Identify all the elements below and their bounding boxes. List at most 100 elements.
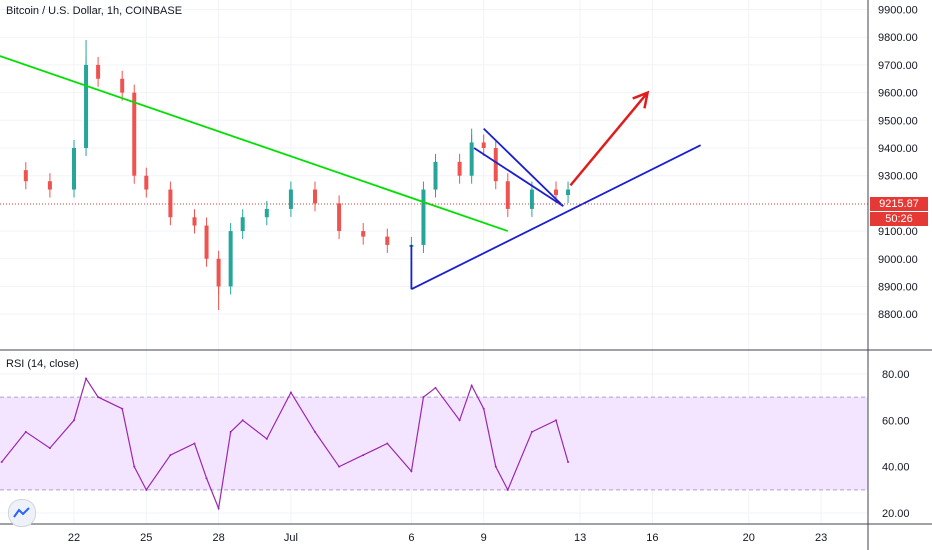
- rsi-point: [73, 419, 75, 422]
- red-target-arrow: [569, 91, 649, 187]
- candle-body: [47, 181, 52, 190]
- candle-body: [240, 217, 245, 232]
- rsi-point: [314, 430, 316, 433]
- y-tick-label: 8900.00: [878, 281, 918, 293]
- rsi-point: [229, 430, 232, 433]
- rsi-point: [482, 407, 485, 410]
- candle-body: [529, 189, 534, 209]
- candle-body: [288, 189, 293, 209]
- blue-uptrend: [410, 144, 702, 291]
- rsi-title: RSI (14, close): [6, 358, 79, 370]
- candle-body: [469, 142, 474, 176]
- price-series: [23, 40, 571, 310]
- rsi-point: [145, 488, 148, 491]
- rsi-point: [555, 419, 557, 422]
- rsi-point: [362, 454, 365, 457]
- chart-title: Bitcoin / U.S. Dollar, 1h, COINBASE: [6, 5, 183, 17]
- y-tick-label: 9600.00: [878, 88, 918, 100]
- candle-body: [192, 217, 197, 226]
- y-tick-label: 9100.00: [878, 226, 918, 238]
- rsi-point: [386, 442, 389, 445]
- rsi-point: [338, 465, 341, 468]
- candle-body: [84, 64, 89, 148]
- rsi-point: [458, 419, 461, 422]
- rsi-point: [289, 391, 292, 394]
- rsi-point: [422, 396, 425, 399]
- rsi-point: [169, 454, 172, 457]
- blue-channel-lower: [473, 147, 564, 207]
- rsi-point: [24, 430, 27, 433]
- x-tick-label: 16: [646, 532, 658, 544]
- time-axis: 22 25 28 Jul 6 9 13 16 20 23: [68, 532, 827, 544]
- rsi-point: [133, 465, 136, 468]
- candle-body: [385, 236, 390, 245]
- rsi-point: [205, 477, 208, 480]
- y-tick-label: 9000.00: [878, 254, 918, 266]
- candle-body: [72, 148, 76, 190]
- candle-body: [96, 64, 101, 79]
- rsi-line-path: [1, 377, 569, 511]
- candle-body: [204, 225, 209, 259]
- candle-body: [313, 189, 317, 204]
- candle-body: [23, 170, 28, 182]
- rsi-point: [506, 488, 509, 491]
- x-tick-label: 20: [743, 532, 755, 544]
- rsi-point: [48, 447, 51, 450]
- green-downtrend: [0, 55, 509, 232]
- y-tick-label: 9800.00: [878, 32, 918, 44]
- candle-body: [481, 142, 486, 148]
- x-tick-label: 22: [68, 532, 80, 544]
- y-tick-label: 9400.00: [878, 143, 918, 155]
- candle-body: [566, 189, 571, 196]
- candle-body: [433, 161, 438, 190]
- candle-body: [457, 161, 462, 176]
- candle-body: [144, 175, 149, 190]
- rsi-point: [494, 465, 497, 468]
- red-arrow-head: [632, 90, 650, 109]
- rsi-point: [193, 442, 196, 445]
- candle-body: [361, 231, 366, 237]
- rsi-series: [0, 377, 570, 511]
- rsi-tick-label: 40.00: [882, 462, 910, 474]
- candle-body: [264, 208, 269, 218]
- rsi-point: [217, 507, 220, 510]
- y-tick-label: 9300.00: [878, 171, 918, 183]
- rsi-point: [121, 407, 124, 410]
- y-tick-label: 9900.00: [878, 5, 918, 17]
- x-tick-label: 9: [481, 532, 487, 544]
- blue-channel-upper: [483, 127, 564, 207]
- candle-body: [168, 189, 173, 218]
- price-axis: 9900.00 9800.00 9700.00 9600.00 9500.00 9400.…: [878, 5, 918, 322]
- x-tick-label: 25: [140, 532, 152, 544]
- candle-body: [337, 203, 342, 232]
- x-tick-label: 13: [574, 532, 586, 544]
- rsi-tick-label: 80.00: [882, 369, 910, 381]
- candle-body: [421, 189, 426, 245]
- x-tick-label: Jul: [284, 532, 298, 544]
- candle-body: [554, 189, 558, 196]
- rsi-tick-label: 20.00: [882, 508, 910, 520]
- rsi-point: [567, 461, 570, 464]
- y-tick-label: 9700.00: [878, 60, 918, 72]
- rsi-point: [85, 377, 88, 380]
- candle-body: [132, 92, 137, 176]
- rsi-point: [265, 437, 268, 440]
- rsi-point: [97, 396, 100, 399]
- candle-body: [228, 231, 233, 287]
- rsi-point: [241, 419, 244, 422]
- rsi-point: [530, 430, 533, 433]
- rsi-point: [0, 461, 3, 464]
- rsi-tick-label: 60.00: [882, 415, 910, 427]
- rsi-band: [0, 396, 868, 491]
- candle-body: [216, 258, 221, 287]
- tradingview-logo-icon[interactable]: [8, 499, 36, 527]
- rsi-point: [434, 386, 437, 389]
- y-tick-label: 9500.00: [878, 115, 918, 127]
- candle-body: [120, 78, 125, 93]
- rsi-point: [470, 384, 473, 387]
- logo-mark-icon: [13, 507, 30, 518]
- rsi-point: [410, 470, 413, 473]
- trend-drawings: [0, 55, 702, 291]
- last-price-badge: 9215.87: [870, 197, 928, 211]
